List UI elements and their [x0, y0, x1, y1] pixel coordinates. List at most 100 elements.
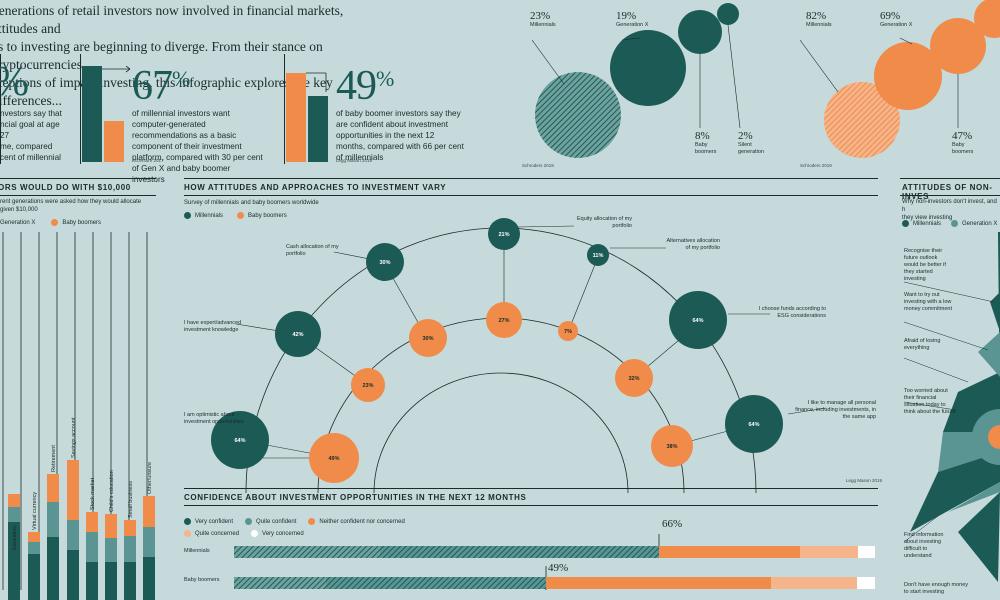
legend-dot-teal	[184, 212, 191, 219]
pct: 23%	[530, 10, 551, 22]
section-noninv-sub: Why non-investors don't invest, and h th…	[902, 199, 997, 221]
bubble-right-label-2: 69% Generation X	[880, 10, 912, 29]
legend-millennials: Millennials	[195, 212, 224, 219]
bubble-silent	[974, 0, 1000, 38]
stat-67-source: Accenture 2017	[132, 158, 164, 163]
legend-genx: Generation X	[962, 220, 998, 227]
bubble-right-source: Schroders 2019	[800, 163, 832, 168]
legend-item: Neither confident nor concerned	[319, 518, 405, 525]
bubble-silent	[717, 3, 739, 25]
bubble-chart-crypto	[531, 3, 741, 158]
label: Baby boomers	[695, 142, 717, 155]
cat-label: Other/unsure	[147, 462, 153, 494]
label: Generation X	[616, 22, 649, 28]
bubble-genx	[874, 42, 942, 110]
label: Millennials	[806, 22, 832, 28]
section-rule	[900, 178, 1000, 179]
label: Generation X	[880, 22, 913, 28]
stat-49-sign: %	[376, 66, 394, 91]
confidence-total-boomers: 49%	[548, 562, 569, 574]
legend-dot-orange	[51, 219, 59, 226]
svg-text:11%: 11%	[593, 253, 604, 259]
svg-text:30%: 30%	[422, 336, 433, 342]
attitude-label-expert: I have expert/advanced investment knowle…	[184, 320, 242, 333]
stat-left-text: nvestors say that ncial goal at age 27 m…	[0, 109, 62, 162]
bubble-left-label-1: 23% Millennials	[530, 10, 556, 29]
stat-67-number: 67%	[132, 62, 190, 110]
svg-text:30%: 30%	[379, 260, 390, 266]
legend-dot-midteal	[951, 220, 959, 227]
legend-dot	[184, 518, 191, 525]
bubble-left-label-3: 8% Baby boomers	[695, 130, 716, 156]
section-confidence-title: CONFIDENCE ABOUT INVESTMENT OPPORTUNITIE…	[184, 493, 527, 502]
attitude-label-alternatives: Alternatives allocation of my portfolio	[666, 238, 720, 251]
attitude-label-app: I like to manage all personal finance, i…	[795, 400, 876, 420]
cat-label: Stock market	[90, 477, 96, 510]
legend-dot-teal	[902, 220, 909, 227]
stat-left-percent: %	[0, 58, 29, 106]
label: Millennials	[530, 22, 556, 28]
noninv-label-4: Too worried about their financial situat…	[904, 388, 956, 415]
legend-millennials: Millennials	[913, 220, 942, 227]
svg-text:42%: 42%	[292, 332, 303, 338]
noninv-label-1: Recognise their future outlook would be …	[904, 248, 946, 282]
stat-67-bar-icon	[82, 66, 131, 162]
bubble-right-label-3: 47% Baby boomers	[952, 130, 973, 156]
section-noninv-title: ATTITUDES OF NON-INVES	[902, 183, 993, 201]
stat-49-source: Legg Mason 2019	[336, 158, 373, 163]
svg-text:32%: 32%	[628, 376, 639, 382]
pct: 69%	[880, 10, 901, 22]
pct: 47%	[952, 130, 973, 142]
noninv-legend: Millennials Generation X	[902, 220, 997, 227]
bubble-left-label-4: 2% Silent generation	[738, 130, 764, 156]
section-10k-legend: Generation X Baby boomers	[0, 219, 101, 226]
legend-boomers: Baby boomers	[62, 219, 102, 226]
bar-millennials	[234, 546, 875, 558]
bubble-genx	[610, 30, 686, 106]
section-10k-title: ORS WOULD DO WITH $10,000	[0, 183, 131, 192]
cat-label: Child's education	[109, 470, 115, 512]
stat-67-value: 67	[132, 63, 173, 109]
svg-text:38%: 38%	[666, 444, 677, 450]
pct: 82%	[806, 10, 827, 22]
section-10k-sub: rent generations were asked how they wou…	[0, 199, 142, 213]
cat-label: Small business	[128, 481, 134, 518]
bubble-right-label-1: 82% Millennials	[806, 10, 832, 29]
stat-67-sign: %	[172, 66, 190, 91]
section-rule	[184, 195, 878, 196]
label: Baby boomers	[952, 142, 974, 155]
confidence-row-label-boomers: Baby boomers	[184, 577, 220, 583]
bubble-chart-impact	[799, 0, 1000, 158]
legend-item: Quite confident	[256, 518, 297, 525]
svg-text:7%: 7%	[564, 329, 572, 335]
svg-text:64%: 64%	[234, 438, 245, 444]
legend-dot	[251, 530, 259, 537]
stat-49-value: 49	[336, 63, 377, 109]
cat-label: Savings account	[71, 417, 77, 458]
section-rule	[0, 178, 156, 179]
confidence-legend: Very confident Quite confident Neither c…	[184, 518, 405, 525]
cat-label: Retirement	[51, 445, 57, 472]
confidence-bars	[234, 534, 875, 590]
svg-text:21%: 21%	[498, 232, 509, 238]
section-rule	[900, 195, 1000, 196]
legend-item: Quite concerned	[195, 530, 240, 537]
label: Silent generation	[738, 142, 764, 155]
divider	[284, 54, 285, 164]
intro-line: generations of retail investors now invo…	[0, 3, 344, 36]
legend-dot	[245, 518, 253, 525]
intro-line: es to investing are beginning to diverge…	[0, 39, 323, 72]
divider	[0, 54, 1, 164]
attitude-label-equity: Equity allocation of my portfolio	[576, 216, 632, 229]
pct: 2%	[738, 130, 753, 142]
bubble-boomers	[678, 10, 722, 54]
confidence-total-millennials: 66%	[662, 518, 683, 530]
radial-attitudes-chart: 64% 42% 30% 21% 11% 64% 64% 49% 23% 30% …	[211, 218, 827, 494]
svg-text:27%: 27%	[498, 318, 509, 324]
cat-label: Virtual currency	[32, 492, 38, 530]
svg-text:64%: 64%	[748, 422, 759, 428]
section-attitudes-legend: Millennials Baby boomers	[184, 212, 287, 219]
noninv-label-2: Want to try out investing with a low mon…	[904, 292, 952, 312]
pct: 8%	[695, 130, 710, 142]
stacked-bar-chart-10k: Education Virtual currency Retirement Sa…	[2, 232, 155, 600]
